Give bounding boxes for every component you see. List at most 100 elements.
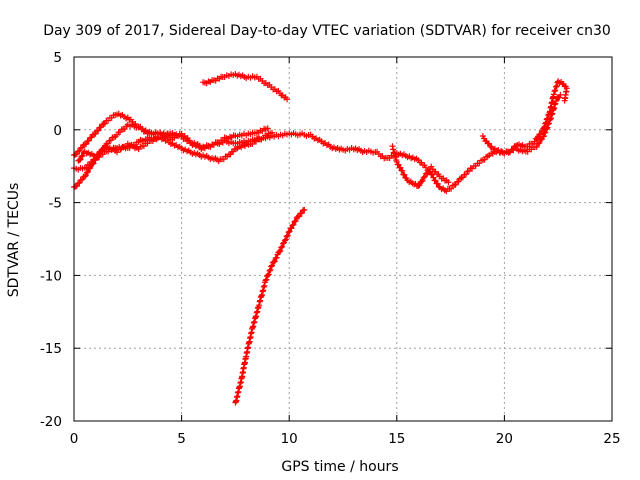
data-point-markers <box>540 111 552 132</box>
data-point-markers <box>124 140 140 152</box>
data-point-markers <box>404 153 420 163</box>
data-point <box>557 91 564 98</box>
data-point-markers <box>307 131 323 144</box>
axis-ticks: 0 5 10 15 20 25 -20 -15 -10 -5 0 5 <box>40 50 621 447</box>
data-point-markers <box>488 144 502 154</box>
data-point-markers <box>275 130 290 140</box>
data-point-markers <box>200 152 216 162</box>
data-point-markers <box>533 136 545 150</box>
data-point-markers <box>340 145 355 154</box>
data-point-markers <box>479 153 491 163</box>
data-point-markers <box>411 180 420 189</box>
data-point-markers <box>178 145 194 156</box>
series-arc-4 <box>75 91 564 195</box>
plot-frame <box>73 56 613 422</box>
data-point-markers <box>253 125 269 136</box>
x-tick-label: 15 <box>388 431 405 447</box>
data-point-markers <box>531 127 545 145</box>
data-point-markers <box>92 120 108 137</box>
data-point-markers <box>288 214 300 232</box>
x-tick-label: 25 <box>603 431 620 447</box>
data-point <box>301 206 308 213</box>
data-point-markers <box>103 143 119 154</box>
y-tick-label: -20 <box>40 414 62 430</box>
data-point-markers <box>404 177 416 187</box>
x-tick-label: 20 <box>496 431 513 447</box>
data-point-markers <box>562 85 570 102</box>
data-point-markers <box>232 375 245 406</box>
data-point-markers <box>114 123 130 138</box>
y-axis-title: SDTVAR / TECUs <box>6 183 22 298</box>
data-point-markers <box>329 144 345 153</box>
data-point-markers <box>238 355 249 381</box>
data-point-markers <box>167 140 183 151</box>
data-point-markers <box>512 144 528 155</box>
grid-lines <box>74 57 612 421</box>
series-arc-7 <box>389 143 452 189</box>
data-point-markers <box>361 147 377 156</box>
data-point-markers <box>135 136 151 145</box>
data-point-markers <box>555 78 565 86</box>
data-point-markers <box>436 173 450 184</box>
data-point-markers <box>262 263 275 284</box>
data-point-markers <box>81 157 98 180</box>
data-point-markers <box>146 128 161 137</box>
data-point-markers <box>232 130 247 140</box>
data-point-markers <box>189 149 205 160</box>
data-point-markers <box>522 140 536 150</box>
data-point-markers <box>393 158 406 174</box>
data-point-markers <box>243 325 256 360</box>
data-point-markers <box>210 155 222 165</box>
data-point-markers <box>400 171 410 182</box>
data-point-markers <box>264 131 280 141</box>
data-point-markers <box>479 133 494 150</box>
chart-title: Day 309 of 2017, Sidereal Day-to-day VTE… <box>43 23 611 39</box>
data-point-markers <box>269 251 281 269</box>
series-arc-8 <box>479 78 570 157</box>
data-point-markers <box>210 139 226 148</box>
data-point-markers <box>75 149 87 164</box>
data-point-markers <box>71 164 86 173</box>
data-point-markers <box>167 130 183 139</box>
series-arc-6 <box>232 206 308 406</box>
data-point-markers <box>92 145 108 161</box>
data-point-markers <box>135 140 151 153</box>
data-point-markers <box>286 130 301 139</box>
data-point <box>264 125 271 132</box>
data-point-markers <box>243 73 258 82</box>
x-tick-label: 5 <box>177 431 186 447</box>
data-point-markers <box>200 77 216 87</box>
data-point-markers <box>497 148 510 157</box>
data-point-markers <box>243 129 258 139</box>
x-axis-title: GPS time / hours <box>281 459 398 475</box>
data-point-markers <box>559 80 569 90</box>
data-point-markers <box>249 304 262 331</box>
data-point-markers <box>318 138 334 150</box>
series-arc-5 <box>200 71 291 103</box>
data-point-markers <box>505 142 519 156</box>
data-point <box>561 97 568 104</box>
data-point-markers <box>217 153 231 163</box>
y-tick-label: 5 <box>53 50 62 66</box>
data-series <box>71 71 570 406</box>
data-point-markers <box>275 239 287 256</box>
data-point <box>284 96 291 103</box>
data-point-markers <box>553 94 563 104</box>
data-point-markers <box>189 141 205 153</box>
y-tick-label: -5 <box>49 196 62 212</box>
data-point-markers <box>178 133 194 147</box>
data-point-markers <box>114 110 129 122</box>
data-point-markers <box>221 71 237 80</box>
data-point-markers <box>415 174 427 189</box>
data-point-markers <box>232 138 247 147</box>
data-point-markers <box>275 87 289 101</box>
y-tick-label: -15 <box>40 341 62 357</box>
data-point-markers <box>372 148 388 162</box>
data-point-markers <box>232 71 248 80</box>
data-point-markers <box>449 175 463 189</box>
data-point-markers <box>243 134 269 146</box>
data-point-markers <box>350 145 366 156</box>
data-point-markers <box>114 143 129 156</box>
data-point <box>445 179 452 186</box>
